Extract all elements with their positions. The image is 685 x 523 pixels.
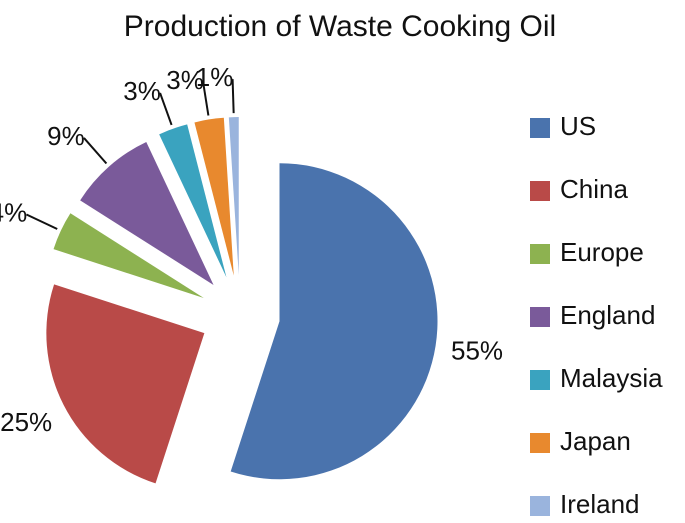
data-label: 9% (47, 121, 85, 151)
legend-swatch (530, 370, 550, 390)
legend-label: Europe (560, 237, 644, 267)
data-label: 55% (451, 335, 503, 365)
leader-line (83, 137, 108, 165)
leader-line (202, 81, 210, 116)
pie-slice (80, 142, 214, 285)
legend-swatch (530, 244, 550, 264)
pie-slice (194, 117, 234, 276)
legend-swatch (530, 181, 550, 201)
pie-slice (230, 163, 438, 480)
data-label: 25% (0, 407, 52, 437)
legend-swatch (530, 433, 550, 453)
legend-swatch (530, 307, 550, 327)
pie-slice (46, 284, 205, 484)
legend-label: US (560, 111, 596, 141)
legend-label: England (560, 300, 655, 330)
legend-swatch (530, 118, 550, 138)
legend-swatch (530, 496, 550, 516)
data-label: 3% (123, 76, 161, 106)
legend-label: Malaysia (560, 363, 663, 393)
leader-line (26, 213, 58, 230)
pie-slice (159, 124, 227, 278)
data-label: 1% (196, 62, 234, 92)
pie-slice (53, 213, 204, 298)
pie-slice (228, 117, 239, 276)
legend-label: China (560, 174, 628, 204)
data-label: 4% (0, 197, 27, 227)
leader-line (231, 79, 235, 114)
legend-label: Japan (560, 426, 631, 456)
chart-title: Production of Waste Cooking Oil (124, 10, 556, 43)
leader-line (159, 92, 173, 126)
data-label: 3% (166, 65, 204, 95)
legend-label: Ireland (560, 489, 640, 519)
